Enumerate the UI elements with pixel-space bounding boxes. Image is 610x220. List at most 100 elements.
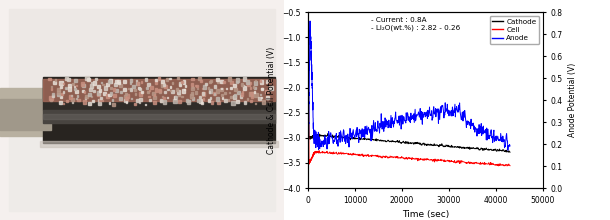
Bar	[109, 102, 110, 104]
Bar	[270, 86, 273, 90]
Bar	[125, 93, 127, 95]
Cathode	[434, 143, 441, 146]
Bar	[126, 94, 129, 97]
Bar	[52, 95, 54, 97]
Bar	[223, 81, 225, 83]
Bar	[130, 79, 132, 82]
Bar	[243, 77, 246, 81]
Bar	[148, 91, 149, 93]
Bar	[131, 98, 132, 99]
Bar	[113, 94, 115, 97]
Anode	[395, 119, 402, 122]
Bar	[207, 99, 210, 103]
Bar	[43, 110, 275, 123]
Bar	[132, 85, 135, 88]
Bar	[154, 88, 157, 92]
Bar	[61, 93, 63, 95]
Bar	[260, 80, 262, 82]
Bar	[145, 78, 147, 81]
Bar	[236, 100, 239, 103]
Bar	[236, 81, 239, 83]
Bar	[102, 100, 103, 101]
Bar	[149, 99, 151, 101]
Bar	[220, 88, 223, 91]
Bar	[251, 96, 253, 98]
Bar	[214, 85, 216, 88]
Bar	[254, 87, 256, 89]
Bar	[76, 97, 77, 99]
Bar	[178, 77, 179, 79]
Bar	[164, 85, 167, 88]
Bar	[246, 80, 249, 84]
Bar	[153, 96, 156, 99]
Legend: Cathode, Cell, Anode: Cathode, Cell, Anode	[490, 16, 539, 44]
Bar	[9, 9, 275, 106]
Bar	[201, 103, 203, 104]
Cathode	[506, 151, 514, 154]
Bar	[259, 97, 261, 100]
Bar	[254, 81, 257, 84]
Bar	[171, 90, 174, 93]
Bar	[110, 87, 112, 89]
Bar	[197, 99, 200, 102]
Bar	[254, 91, 256, 93]
Bar	[163, 97, 165, 99]
Bar	[247, 98, 248, 99]
Bar	[243, 86, 246, 90]
Bar	[115, 80, 118, 83]
Bar	[110, 92, 112, 95]
Bar	[185, 99, 188, 101]
Bar	[185, 85, 186, 87]
Bar	[134, 103, 135, 104]
Bar	[251, 92, 253, 95]
Bar	[173, 99, 176, 103]
Bar	[99, 99, 101, 101]
Bar	[199, 99, 202, 103]
Bar	[246, 82, 249, 86]
Cathode	[305, 97, 312, 100]
Cell	[394, 155, 401, 158]
Bar	[230, 95, 232, 98]
Bar	[98, 102, 101, 105]
Bar	[74, 79, 76, 82]
Bar	[135, 80, 137, 81]
Bar	[261, 97, 262, 98]
Bar	[85, 76, 88, 80]
Bar	[112, 103, 115, 106]
Bar	[228, 77, 231, 81]
Bar	[221, 88, 222, 89]
Bar	[198, 77, 201, 81]
Bar	[187, 100, 190, 104]
Bar	[124, 95, 126, 99]
Bar	[85, 95, 88, 98]
Bar	[224, 99, 227, 102]
Bar	[267, 100, 268, 101]
Bar	[75, 90, 78, 93]
Bar	[234, 88, 237, 91]
Bar	[195, 91, 197, 94]
Anode	[318, 140, 326, 142]
Bar	[153, 101, 156, 104]
Bar	[228, 99, 229, 101]
Bar	[203, 98, 204, 100]
Bar	[224, 92, 226, 94]
Bar	[170, 86, 171, 88]
Bar	[236, 79, 239, 82]
Bar	[72, 83, 74, 85]
Bar	[261, 88, 262, 89]
Bar	[209, 89, 212, 93]
Bar	[114, 83, 117, 86]
Bar	[120, 84, 122, 87]
Cell	[317, 151, 325, 154]
Bar	[160, 99, 163, 102]
Bar	[109, 94, 111, 96]
Bar	[201, 80, 203, 82]
Text: - Current : 0.8A
- Li₂O(wt.%) : 2.82 - 0.26: - Current : 0.8A - Li₂O(wt.%) : 2.82 - 0…	[371, 17, 461, 31]
Bar	[155, 79, 157, 81]
Anode	[434, 107, 442, 110]
Bar	[124, 99, 127, 103]
Bar	[95, 78, 97, 80]
Bar	[0, 99, 51, 130]
Bar	[222, 97, 223, 99]
Bar	[90, 88, 92, 91]
